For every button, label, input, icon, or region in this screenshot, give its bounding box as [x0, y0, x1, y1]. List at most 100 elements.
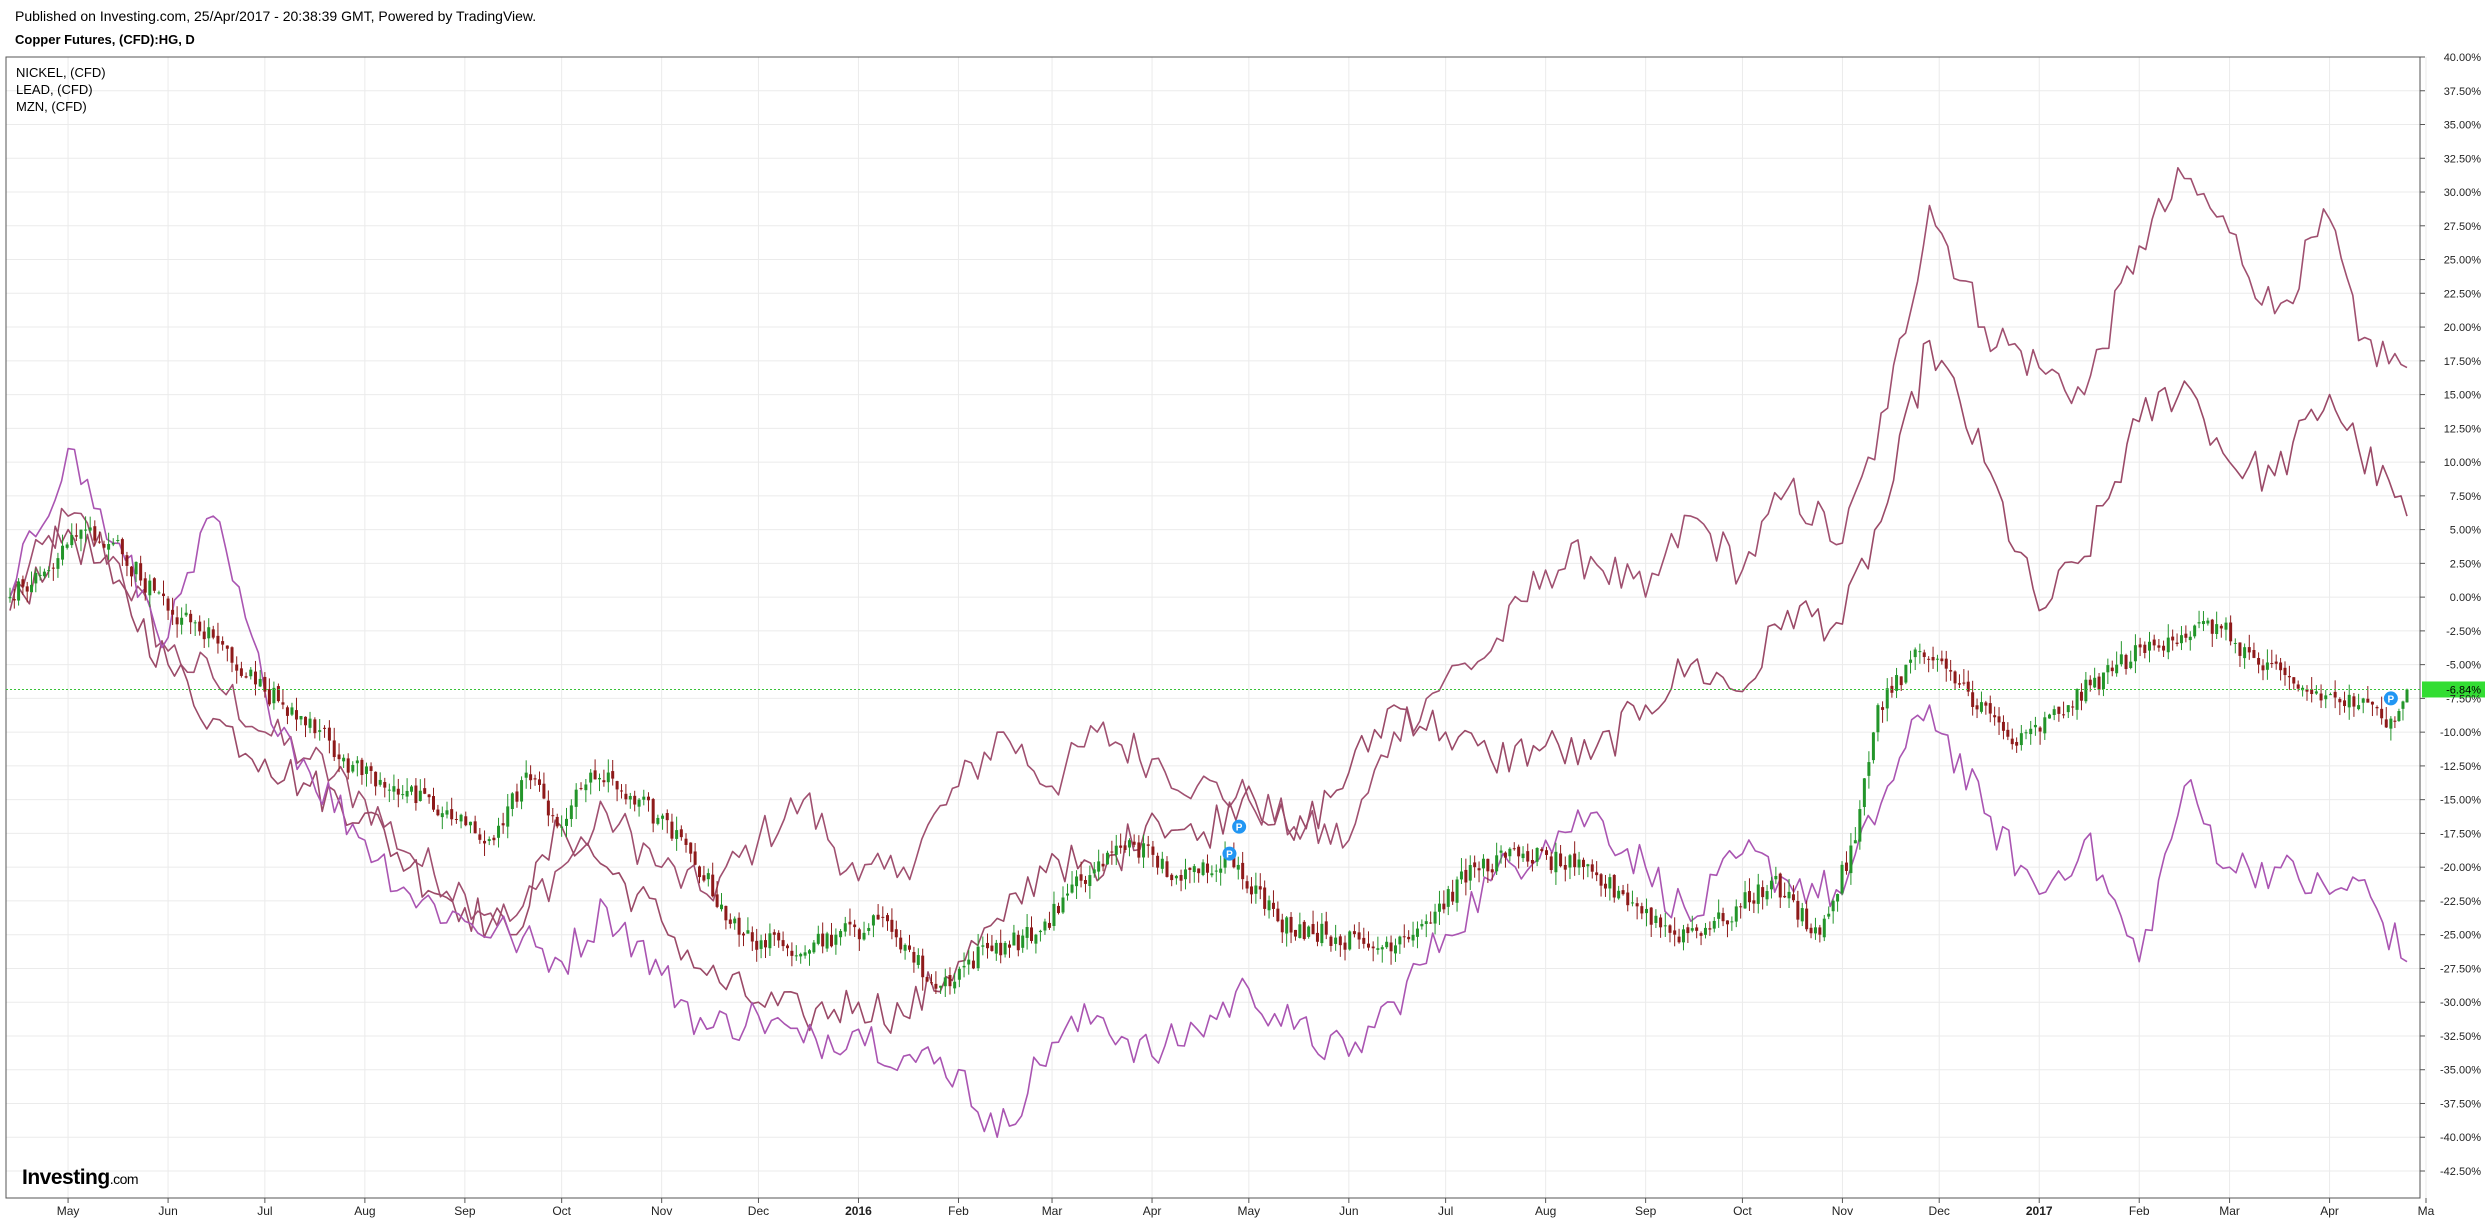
candle-body: [579, 788, 583, 790]
event-marker-icon[interactable]: P: [1222, 846, 1237, 861]
candle: [235, 656, 239, 684]
candle-body: [1975, 705, 1979, 710]
candle: [2319, 684, 2323, 708]
candle-body: [1904, 664, 1908, 683]
candle: [1119, 833, 1123, 854]
candle: [912, 946, 916, 973]
grid-lines: [6, 56, 2427, 1198]
candle: [555, 813, 559, 829]
candle-body: [921, 955, 925, 978]
candle: [560, 815, 564, 837]
candle: [1473, 855, 1477, 878]
candle-body: [1132, 841, 1136, 845]
candle-body: [148, 580, 152, 596]
candle: [1271, 890, 1275, 917]
candle-body: [803, 952, 807, 956]
candle-body: [781, 940, 785, 947]
candle-body: [1971, 692, 1975, 707]
candle: [1931, 646, 1935, 669]
event-marker-icon[interactable]: P: [1232, 819, 1247, 834]
candle: [1530, 849, 1534, 872]
candle: [1971, 680, 1975, 716]
candle: [1083, 875, 1087, 893]
candle: [65, 542, 69, 550]
candle: [1988, 695, 1992, 723]
candle: [794, 945, 798, 961]
candle: [1581, 857, 1585, 880]
candle-body: [410, 786, 414, 792]
legend-item-mzn[interactable]: MZN, (CFD): [16, 99, 87, 114]
candle-body: [1424, 921, 1428, 925]
candle: [1012, 924, 1016, 946]
candle: [1047, 911, 1051, 930]
candle: [1621, 884, 1625, 896]
candle: [1170, 873, 1174, 887]
candle: [1853, 827, 1857, 844]
candle: [2084, 671, 2088, 704]
candle-body: [2193, 625, 2197, 637]
candle-body: [2224, 622, 2228, 630]
candle-body: [2152, 639, 2156, 646]
candle: [1904, 664, 1908, 685]
x-tick-label: Aug: [1535, 1204, 1556, 1218]
candle-body: [807, 950, 811, 954]
candle: [763, 933, 767, 959]
candle-body: [862, 932, 866, 940]
candle-body: [2166, 637, 2170, 653]
event-marker-icon[interactable]: P: [2383, 691, 2398, 706]
candle: [684, 833, 688, 853]
candle-body: [1293, 929, 1297, 937]
candle: [1201, 859, 1205, 877]
candle: [715, 881, 719, 909]
candle: [1219, 855, 1223, 886]
candle: [1276, 901, 1280, 923]
candle: [427, 793, 431, 804]
candle-body: [34, 572, 38, 584]
candle-body: [742, 933, 746, 936]
candle-body: [1988, 703, 1992, 714]
candle: [834, 928, 838, 955]
candle: [2305, 685, 2309, 701]
candle-body: [881, 916, 885, 918]
candle: [2047, 713, 2051, 719]
candle-body: [42, 571, 46, 577]
candle: [180, 607, 184, 635]
candle-body: [318, 730, 322, 732]
candle: [1599, 873, 1603, 897]
candle: [258, 670, 262, 688]
candle-body: [1433, 911, 1437, 924]
candle: [768, 923, 772, 956]
candle-body: [2305, 689, 2309, 692]
legend-item-lead[interactable]: LEAD, (CFD): [16, 82, 93, 97]
candle: [134, 561, 138, 583]
candle: [876, 904, 880, 920]
candle-body: [1849, 845, 1853, 874]
candle-body: [1686, 927, 1690, 934]
candle-body: [459, 814, 463, 822]
y-tick-label: -7.50%: [2446, 693, 2481, 705]
candle-body: [1725, 920, 1729, 925]
candle: [497, 817, 501, 848]
candle-body: [1003, 942, 1007, 955]
candle-body: [2024, 732, 2028, 734]
candle-body: [1101, 863, 1105, 867]
candle-body: [2115, 664, 2119, 674]
candle-body: [943, 977, 947, 987]
legend-item-nickel[interactable]: NICKEL, (CFD): [16, 65, 106, 80]
candle-body: [2361, 698, 2365, 703]
candle: [1778, 872, 1782, 909]
candle-body: [565, 818, 569, 826]
candle: [267, 678, 271, 707]
candle: [1407, 930, 1411, 943]
candle-body: [1366, 943, 1370, 948]
candle-body: [1016, 934, 1020, 951]
candle: [1673, 917, 1677, 947]
candle: [2075, 688, 2079, 720]
candle: [2147, 631, 2151, 663]
candle-body: [515, 791, 519, 802]
candle: [323, 725, 327, 738]
candle-body: [1334, 937, 1338, 944]
candle-body: [207, 627, 211, 639]
candle: [294, 697, 298, 731]
